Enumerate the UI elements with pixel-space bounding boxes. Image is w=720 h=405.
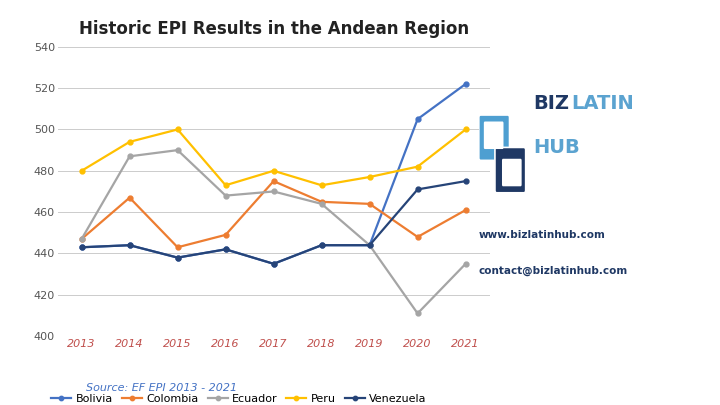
Ecuador <box>174 148 182 153</box>
Line: Peru: Peru <box>79 127 468 188</box>
Colombia <box>77 237 86 241</box>
Bolivia <box>462 81 470 86</box>
Peru <box>269 168 278 173</box>
Peru <box>462 127 470 132</box>
Colombia <box>318 199 326 204</box>
Colombia <box>462 208 470 213</box>
Colombia <box>125 195 134 200</box>
Text: LATIN: LATIN <box>571 94 634 113</box>
Ecuador <box>221 193 230 198</box>
Venezuela <box>77 245 86 250</box>
Ecuador <box>269 189 278 194</box>
Colombia <box>174 245 182 250</box>
Line: Ecuador: Ecuador <box>79 148 468 316</box>
Colombia <box>365 201 374 206</box>
Line: Colombia: Colombia <box>79 179 468 250</box>
Venezuela <box>318 243 326 247</box>
Text: BIZ: BIZ <box>533 94 569 113</box>
Venezuela <box>125 243 134 247</box>
Bolivia <box>269 261 278 266</box>
Colombia <box>413 234 422 239</box>
Venezuela <box>174 255 182 260</box>
Ecuador <box>365 243 374 247</box>
Peru <box>174 127 182 132</box>
Legend: Bolivia, Colombia, Ecuador, Peru, Venezuela: Bolivia, Colombia, Ecuador, Peru, Venezu… <box>47 390 431 405</box>
Bolivia <box>174 255 182 260</box>
FancyBboxPatch shape <box>502 159 522 186</box>
Venezuela <box>365 243 374 247</box>
Text: contact@bizlatinhub.com: contact@bizlatinhub.com <box>479 266 628 277</box>
Text: www.bizlatinhub.com: www.bizlatinhub.com <box>479 230 606 240</box>
Colombia <box>221 232 230 237</box>
Venezuela <box>269 261 278 266</box>
Colombia <box>269 179 278 183</box>
Ecuador <box>462 261 470 266</box>
FancyBboxPatch shape <box>484 122 503 149</box>
Ecuador <box>77 237 86 241</box>
Venezuela <box>413 187 422 192</box>
Peru <box>221 183 230 188</box>
Text: Source: EF EPI 2013 - 2021: Source: EF EPI 2013 - 2021 <box>86 383 238 393</box>
Venezuela <box>221 247 230 252</box>
Bolivia <box>125 243 134 247</box>
Line: Bolivia: Bolivia <box>79 81 468 266</box>
Bolivia <box>221 247 230 252</box>
Ecuador <box>125 154 134 159</box>
Peru <box>365 175 374 179</box>
Venezuela <box>462 179 470 183</box>
Ecuador <box>413 311 422 316</box>
Bolivia <box>318 243 326 247</box>
Peru <box>413 164 422 169</box>
Peru <box>77 168 86 173</box>
FancyBboxPatch shape <box>495 147 526 193</box>
Bolivia <box>365 243 374 247</box>
Text: HUB: HUB <box>533 139 580 157</box>
Ecuador <box>318 201 326 206</box>
Bolivia <box>413 117 422 121</box>
Peru <box>318 183 326 188</box>
FancyBboxPatch shape <box>479 115 510 160</box>
Line: Venezuela: Venezuela <box>79 179 468 266</box>
Peru <box>125 139 134 144</box>
Bolivia <box>77 245 86 250</box>
Text: Historic EPI Results in the Andean Region: Historic EPI Results in the Andean Regio… <box>78 20 469 38</box>
